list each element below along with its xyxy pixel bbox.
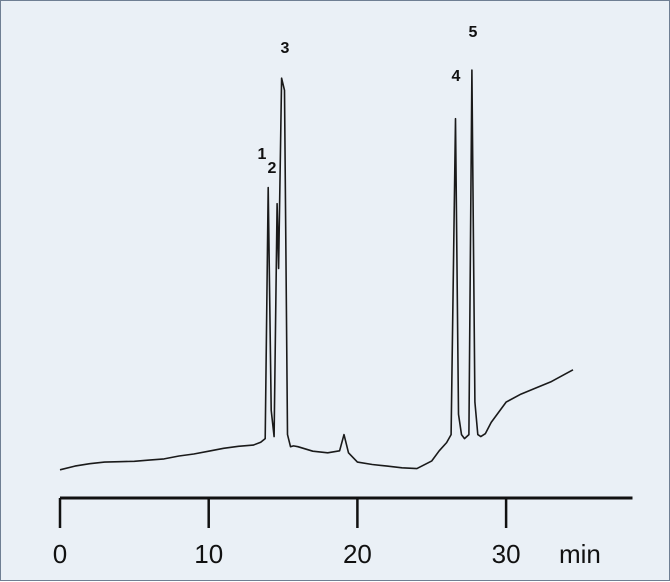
x-tick-label-0: 0 <box>53 539 67 569</box>
x-tick-label-10: 10 <box>194 539 223 569</box>
x-axis-ticks: 0 10 20 30 <box>53 498 521 569</box>
peak-labels: 12 3 4 5 <box>258 24 478 177</box>
peak-label-2: 2 <box>268 160 277 177</box>
peak-label-3: 3 <box>281 40 290 57</box>
peak-label-1: 1 <box>258 146 267 163</box>
x-axis-unit-label: min <box>559 539 601 569</box>
chromatogram-trace <box>59 69 574 471</box>
peak-label-5: 5 <box>469 24 478 41</box>
x-tick-label-30: 30 <box>492 539 521 569</box>
peak-label-4: 4 <box>452 68 461 85</box>
x-tick-label-20: 20 <box>343 539 372 569</box>
